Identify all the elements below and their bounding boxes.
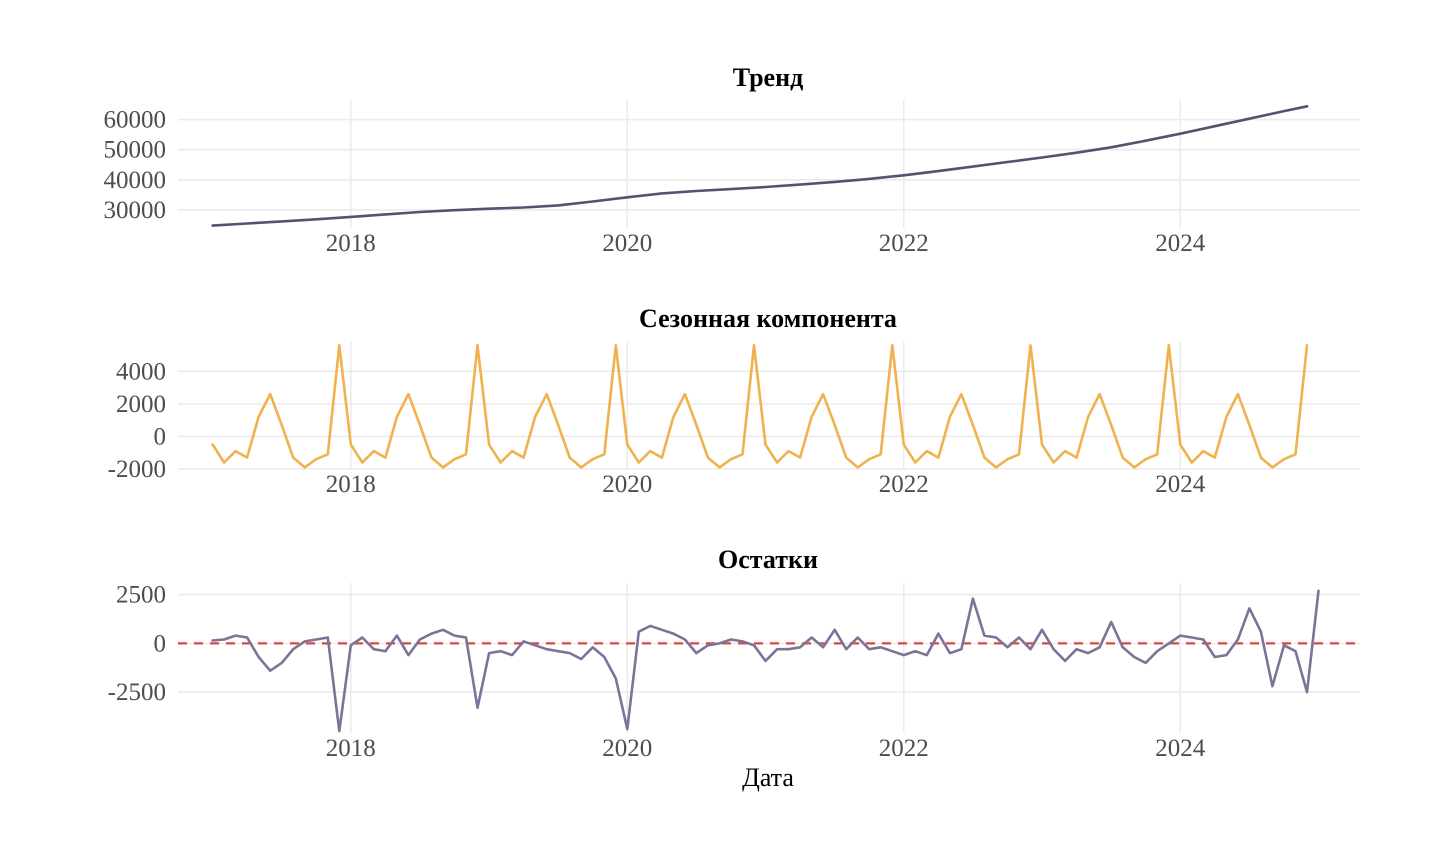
panel-title: Тренд [733,63,803,92]
series-line [211,343,1309,469]
x-tick-label: 2024 [1155,735,1206,762]
y-tick-label: 30000 [104,197,167,224]
panel-title: Сезонная компонента [639,304,897,333]
y-tick-label: 2000 [116,391,166,418]
panel-1: Тренд 30000 40000 50000 60000 2018 2020 2022 202… [104,63,1360,257]
x-tick-label: 2020 [602,735,652,762]
y-tick-label: 0 [154,423,167,450]
x-tick-label: 2018 [326,471,376,498]
panel-title: Остатки [718,545,818,574]
y-tick-label: 40000 [104,167,167,194]
y-tick-label: 4000 [116,358,166,385]
x-tick-label: 2022 [879,735,929,762]
series-line [211,105,1309,227]
x-tick-label: 2020 [602,230,652,257]
x-axis-title: Дата [742,763,794,792]
series-line [211,589,1320,733]
x-tick-label: 2018 [326,230,376,257]
x-tick-label: 2024 [1155,471,1206,498]
y-tick-label: -2500 [108,679,166,706]
y-tick-label: 2500 [116,582,166,609]
panel-3: Остатки -2500 0 2500 2018 2020 2022 2024 Дата [108,545,1360,792]
x-tick-label: 2018 [326,735,376,762]
panel-2: Сезонная компонента -2000 0 2000 4000 2018 202… [108,304,1360,498]
y-tick-label: 0 [154,630,167,657]
y-tick-label: -2000 [108,456,166,483]
y-tick-label: 60000 [104,107,167,134]
x-tick-label: 2024 [1155,230,1206,257]
x-tick-label: 2022 [879,230,929,257]
y-tick-label: 50000 [104,137,167,164]
x-tick-label: 2020 [602,471,652,498]
x-tick-label: 2022 [879,471,929,498]
